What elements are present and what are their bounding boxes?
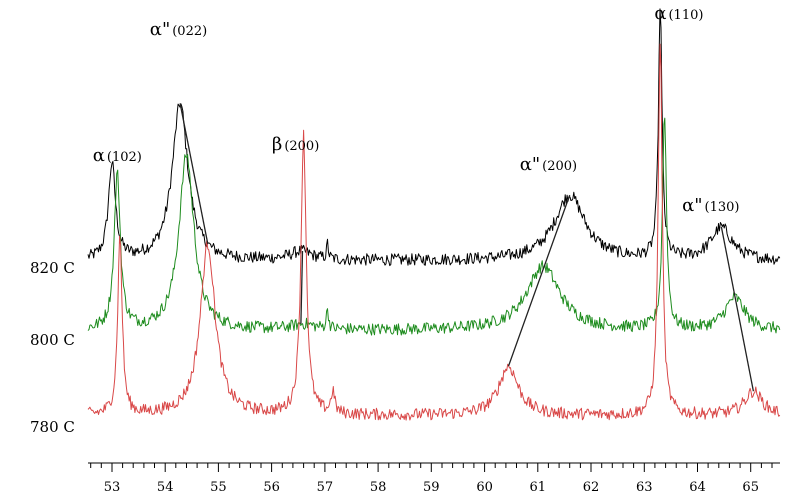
temperature-labels: 820 C 800 C 780 C [30, 259, 75, 436]
diffraction-curves [87, 8, 781, 421]
svg-text:α"(022): α" (022) [150, 19, 207, 40]
svg-text:β(200): β (200) [272, 134, 319, 155]
svg-text:α(102): α (102) [93, 145, 142, 166]
x-tick-label: 56 [263, 480, 280, 495]
x-tick-label: 65 [742, 480, 759, 495]
annotation-symbol: α" [520, 154, 540, 175]
series-label: 800 C [30, 331, 75, 349]
series-line-780-c [87, 43, 781, 421]
x-tick-label: 61 [530, 480, 547, 495]
peak-annotation: α" (200) [520, 154, 577, 175]
peak-annotation: α" (022) [150, 19, 207, 40]
series-line-800-c [87, 117, 781, 336]
shift-line-1 [300, 250, 304, 324]
annotation-symbol: α [654, 3, 666, 24]
shift-line-2 [507, 194, 571, 367]
x-tick-label: 64 [689, 480, 706, 495]
annotation-hkl: (022) [172, 24, 207, 39]
peak-annotation: α (110) [654, 3, 703, 24]
series-line-820-c [87, 8, 781, 267]
svg-text:α(110): α (110) [654, 3, 703, 24]
annotation-hkl: (130) [705, 200, 740, 215]
series-label: 820 C [30, 259, 75, 277]
x-tick-label: 63 [636, 480, 653, 495]
x-tick-label: 59 [423, 480, 440, 495]
x-tick-label: 54 [157, 480, 174, 495]
annotation-hkl: (200) [542, 159, 577, 174]
x-tick-label: 57 [317, 480, 334, 495]
shift-line-3 [720, 226, 755, 392]
series-label: 780 C [30, 418, 75, 436]
x-tick-label: 55 [210, 480, 227, 495]
svg-text:α"(130): α" (130) [682, 195, 739, 216]
peak-annotation: α" (130) [682, 195, 739, 216]
annotation-symbol: α [93, 145, 105, 166]
annotation-symbol: α" [150, 19, 170, 40]
peak-annotations: α (102)α" (022)β (200)α" (200)α (110)α" (130) [93, 3, 740, 216]
shift-line-0 [179, 103, 209, 245]
annotation-hkl: (102) [107, 150, 142, 165]
x-tick-label: 58 [370, 480, 387, 495]
annotation-hkl: (200) [284, 139, 319, 154]
svg-text:α"(200): α" (200) [520, 154, 577, 175]
x-tick-label: 53 [104, 480, 121, 495]
annotation-symbol: β [272, 134, 282, 155]
peak-shift-lines [179, 103, 755, 392]
annotation-hkl: (110) [668, 8, 703, 23]
x-tick-label: 60 [476, 480, 493, 495]
x-axis: 53 54 55 56 57 58 59 60 61 62 63 64 65 [88, 462, 780, 495]
x-tick-label: 62 [583, 480, 600, 495]
annotation-symbol: α" [682, 195, 702, 216]
peak-annotation: β (200) [272, 134, 319, 155]
peak-annotation: α (102) [93, 145, 142, 166]
